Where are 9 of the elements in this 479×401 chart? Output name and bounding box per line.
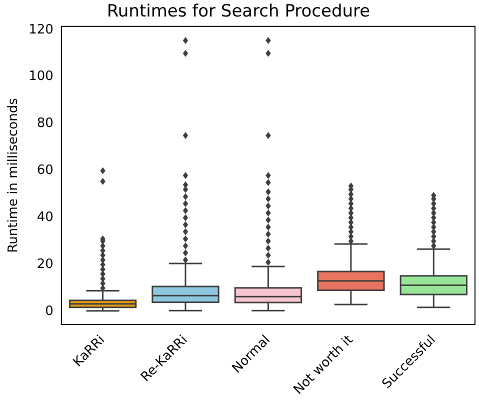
y-axis-title: Runtime in milliseconds xyxy=(6,98,22,253)
y-tick-label: 100 xyxy=(28,69,54,84)
y-tick-label: 0 xyxy=(45,304,54,319)
chart-title: Runtimes for Search Procedure xyxy=(106,2,370,22)
y-tick-label: 120 xyxy=(28,22,54,38)
y-tick-label: 40 xyxy=(36,210,54,226)
y-tick-label: 20 xyxy=(36,257,54,272)
y-tick-label: 60 xyxy=(36,163,54,178)
y-tick-label: 80 xyxy=(36,116,54,132)
